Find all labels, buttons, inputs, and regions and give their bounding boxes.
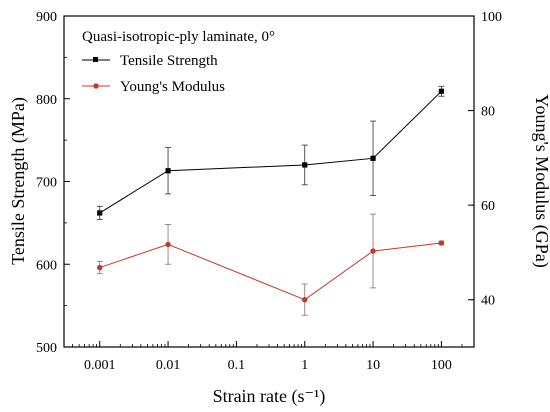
series-layer [96,85,445,316]
data-point-young-s-modulus [438,240,445,246]
data-point-young-s-modulus [165,241,171,248]
series-line-young-s-modulus [99,242,442,301]
legend-label-youngs-modulus: Young's Modulus [120,79,225,95]
x-tick-label: 1 [301,358,308,373]
left-y-tick-label: 700 [36,176,57,191]
x-tick-label: 0.01 [156,358,181,373]
left-y-axis: 500 600 700 800 900 [36,10,70,356]
data-point-young-s-modulus [97,264,103,271]
legend: Quasi-isotropic-ply laminate, 0° Tensile… [82,29,275,95]
x-axis: 0.001 0.01 0.1 1 10 100 [63,341,463,373]
data-point-tensile-strength [165,168,171,174]
data-point-tensile-strength [370,155,376,161]
legend-marker-youngs-modulus [93,83,99,89]
data-point-tensile-strength [438,88,444,94]
data-point-tensile-strength [97,210,103,216]
data-point-tensile-strength [302,162,308,168]
x-tick-label: 100 [431,358,452,373]
left-y-axis-title: Tensile Strength (MPa) [8,97,29,265]
data-point-young-s-modulus [370,248,376,254]
right-y-tick-label: 80 [481,105,495,120]
left-y-tick-label: 900 [36,10,57,25]
legend-marker-tensile-strength [93,57,98,62]
left-y-tick-label: 800 [36,93,57,108]
series-line-tensile-strength [99,90,442,214]
x-axis-title: Strain rate (s⁻¹) [213,386,326,407]
right-y-axis-title: Young's Modulus (GPa) [531,94,550,267]
right-y-tick-label: 40 [481,294,495,309]
right-y-tick-label: 60 [481,199,495,214]
right-y-axis: 40 60 80 100 [468,10,502,309]
x-tick-label: 0.1 [228,358,246,373]
x-tick-label: 0.001 [84,358,116,373]
data-point-young-s-modulus [302,297,308,303]
left-y-tick-label: 500 [36,341,57,356]
x-tick-label: 10 [366,358,380,373]
legend-title: Quasi-isotropic-ply laminate, 0° [82,29,275,45]
left-y-tick-label: 600 [36,258,57,273]
legend-label-tensile-strength: Tensile Strength [120,53,218,69]
right-y-tick-label: 100 [481,10,502,25]
